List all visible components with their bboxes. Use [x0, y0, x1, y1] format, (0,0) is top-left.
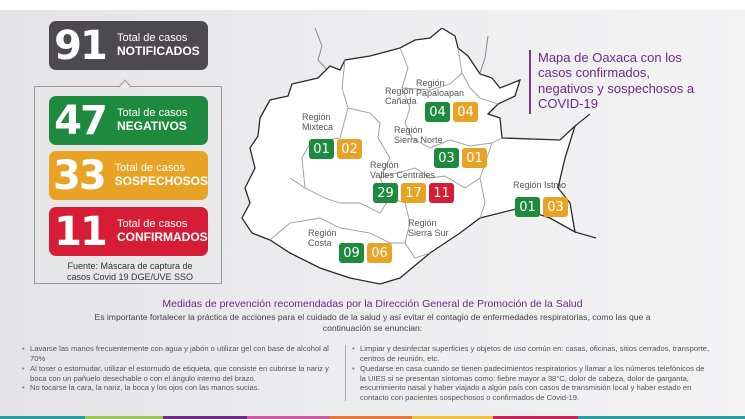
list-item: Quedarse en casa cuando se tienen padeci… — [352, 364, 712, 403]
stripe-seg — [85, 416, 163, 419]
stripe-seg — [330, 416, 412, 419]
color-stripe — [0, 416, 745, 419]
title-accent-bar — [529, 50, 531, 114]
stat-negativos-value: 47 — [54, 97, 108, 144]
region-istmo-badges: 01 03 — [515, 197, 568, 217]
source-line2: casos Covid 19 DGE/UVE SSO — [66, 271, 194, 282]
column-divider — [345, 345, 346, 401]
region-istmo-label: Región Istmo — [513, 180, 567, 190]
stripe-seg — [163, 416, 247, 419]
badge-sospechosos: 01 — [462, 148, 487, 168]
list-item: Lavarse las manos frecuentemente con agu… — [22, 344, 337, 364]
stripe-seg — [493, 416, 578, 419]
badge-negativos: 04 — [425, 102, 450, 122]
region-sierra-norte-badges: 03 01 — [434, 148, 487, 168]
badge-confirmados: 11 — [429, 183, 454, 203]
badge-sospechosos: 04 — [453, 102, 478, 122]
stat-negativos-line1: Total de casos — [117, 107, 188, 120]
stripe-seg — [247, 416, 330, 419]
region-papaloapan-label: Región Papaloapan — [416, 78, 465, 99]
region-sierra-norte-label: Región Sierra Norte — [394, 125, 443, 146]
badge-sospechosos: 02 — [337, 139, 362, 159]
map-title: Mapa de Oaxaca con los casos confirmados… — [538, 50, 695, 111]
badge-sospechosos: 03 — [543, 197, 568, 217]
oaxaca-map: Región Cañada Región Papaloapan 04 04 Regi… — [230, 28, 610, 290]
region-mixteca-label: Región Mixteca — [302, 112, 334, 133]
region-valles-centrales-badges: 29 17 11 — [373, 183, 454, 203]
badge-negativos: 29 — [373, 183, 398, 203]
prevention-list-right: Limpiar y desinfectar superficies y obje… — [352, 344, 712, 403]
stat-sospechosos-line1: Total de casos — [114, 162, 185, 175]
region-canada-label: Región Cañada — [385, 86, 417, 107]
stat-sospechosos-line2: SOSPECHOSOS — [114, 173, 208, 188]
caret-up-icon — [118, 79, 132, 88]
stat-notificados: 91 Total de casos NOTIFICADOS — [49, 21, 208, 70]
region-costa-label: Región Costa — [308, 228, 337, 249]
stat-negativos: 47 Total de casos NEGATIVOS — [49, 96, 208, 145]
source-line1: Fuente: Máscara de captura de — [67, 261, 193, 271]
data-source: Fuente: Máscara de captura de casos Covi… — [40, 261, 220, 283]
region-costa-badges: 09 06 — [339, 243, 392, 263]
stat-notificados-line1: Total de casos — [117, 32, 188, 45]
prevention-title: Medidas de prevención recomendadas por l… — [162, 298, 583, 310]
region-sierra-sur-label: Región Sierra Sur — [408, 218, 449, 239]
stat-confirmados-line2: CONFIRMADOS — [117, 229, 208, 244]
list-item: No tocarse la cara, la nariz, la boca y … — [22, 383, 337, 393]
badge-sospechosos: 17 — [401, 183, 426, 203]
badge-negativos: 01 — [309, 139, 334, 159]
stripe-seg — [412, 416, 493, 419]
stripe-seg — [578, 416, 745, 419]
list-item: Al toser o estornudar, utilizar el estor… — [22, 364, 337, 384]
stat-sospechosos: 33 Total de casos SOSPECHOSOS — [49, 151, 208, 200]
stat-confirmados: 11 Total de casos CONFIRMADOS — [49, 207, 208, 256]
oaxaca-outline — [241, 28, 597, 285]
prevention-intro: Es importante fortalecer la práctica de … — [94, 312, 651, 334]
stat-negativos-line2: NEGATIVOS — [117, 118, 187, 133]
stripe-seg — [0, 416, 85, 419]
stat-notificados-value: 91 — [54, 22, 108, 69]
badge-sospechosos: 06 — [367, 243, 392, 263]
badge-negativos: 09 — [339, 243, 364, 263]
prevention-list-left: Lavarse las manos frecuentemente con agu… — [22, 344, 337, 393]
stat-confirmados-line1: Total de casos — [117, 218, 188, 231]
region-papaloapan-badges: 04 04 — [425, 102, 478, 122]
region-mixteca-badges: 01 02 — [309, 139, 362, 159]
badge-negativos: 03 — [434, 148, 459, 168]
badge-negativos: 01 — [515, 197, 540, 217]
stat-confirmados-value: 11 — [54, 208, 108, 255]
stat-notificados-line2: NOTIFICADOS — [117, 43, 200, 58]
stat-sospechosos-value: 33 — [52, 152, 107, 199]
list-item: Limpiar y desinfectar superficies y obje… — [352, 344, 712, 364]
region-valles-centrales-label: Región Valles Centrales — [370, 160, 435, 181]
